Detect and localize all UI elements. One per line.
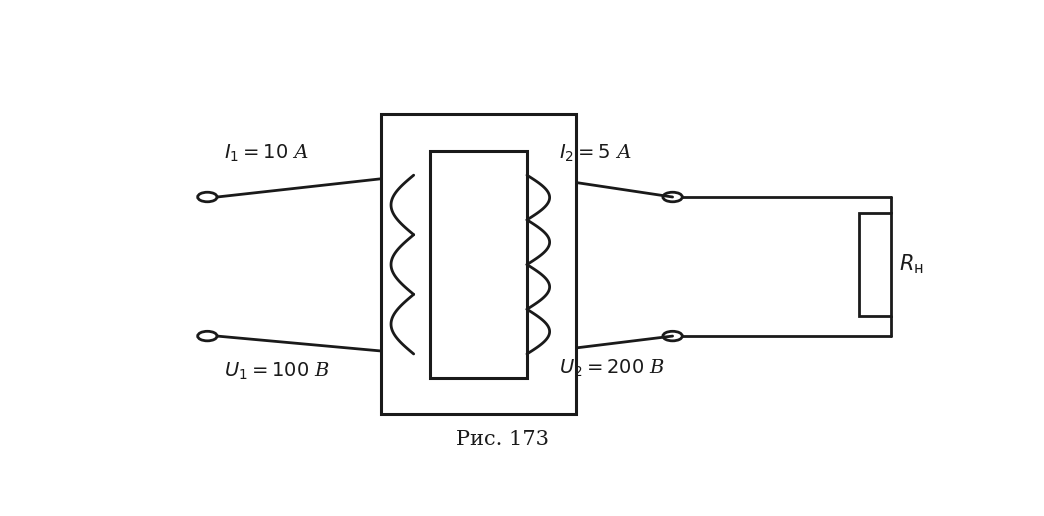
Text: $U_2 = 200$ В: $U_2 = 200$ В <box>560 357 666 379</box>
Text: Рис. 173: Рис. 173 <box>456 430 549 449</box>
Bar <box>858 213 892 316</box>
Text: $U_1 = 100$ В: $U_1 = 100$ В <box>223 361 330 382</box>
Text: $I_2 = 5$ А: $I_2 = 5$ А <box>560 142 633 164</box>
Bar <box>381 114 575 413</box>
Text: $I_1 = 10$ А: $I_1 = 10$ А <box>223 142 309 164</box>
Bar <box>430 151 527 378</box>
Text: $R_\mathrm{н}$: $R_\mathrm{н}$ <box>899 253 924 277</box>
